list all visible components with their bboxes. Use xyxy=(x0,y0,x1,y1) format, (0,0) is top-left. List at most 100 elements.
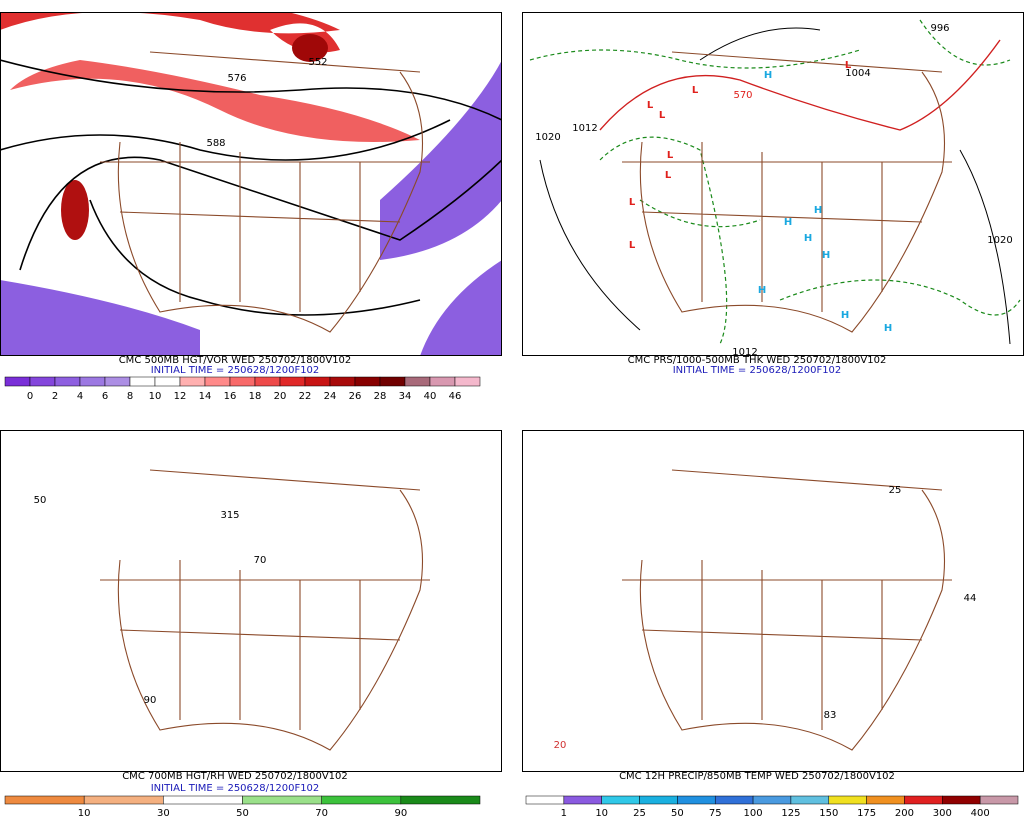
colorbar-label: 30 xyxy=(157,808,170,819)
contour-label: 1020 xyxy=(987,235,1012,246)
colorbar-swatch xyxy=(254,376,281,387)
pressure-center: L xyxy=(629,240,636,251)
caption: CMC 12H PRECIP/850MB TEMP WED 250702/180… xyxy=(619,771,895,782)
thickness-contour xyxy=(529,49,861,69)
colorbar-label: 28 xyxy=(374,391,387,402)
thickness-contour xyxy=(919,19,1011,66)
pressure-contour xyxy=(539,159,641,331)
pressure-center: L xyxy=(659,110,666,121)
contour-label: 552 xyxy=(308,57,327,68)
thickness-contour xyxy=(599,136,728,345)
contour-label: 44 xyxy=(964,593,977,604)
colorbar-label: 200 xyxy=(895,808,914,819)
thickness-contour xyxy=(779,279,1021,316)
pressure-center: H xyxy=(764,70,772,81)
pressure-center: H xyxy=(784,217,792,228)
colorbar-swatch xyxy=(29,376,56,387)
colorbar-label: 4 xyxy=(77,391,83,402)
colorbar-swatch xyxy=(429,376,456,387)
colorbar-label: 100 xyxy=(744,808,763,819)
colorbar-label: 150 xyxy=(819,808,838,819)
height-contour xyxy=(0,119,451,161)
colorbar-swatch xyxy=(179,376,206,387)
colorbar-swatch xyxy=(866,795,905,805)
caption: CMC 700MB HGT/RH WED 250702/1800V102 xyxy=(122,771,348,782)
vorticity-core xyxy=(292,34,328,62)
colorbar-swatch xyxy=(525,795,565,805)
colorbar-swatch xyxy=(790,795,830,805)
colorbar-label: 10 xyxy=(149,391,162,402)
thickness-contour xyxy=(639,199,761,228)
colorbar-label: 40 xyxy=(424,391,437,402)
colorbar-label: 0 xyxy=(27,391,33,402)
colorbar-label: 26 xyxy=(349,391,362,402)
contour-label: 588 xyxy=(206,138,225,149)
colorbar-label: 50 xyxy=(671,808,684,819)
colorbar-swatch xyxy=(354,376,381,387)
colorbar-swatch xyxy=(242,795,322,805)
map-frame xyxy=(0,12,502,356)
contour-label: 1012 xyxy=(732,347,757,358)
colorbar-label: 125 xyxy=(781,808,800,819)
colorbar-swatch xyxy=(714,795,754,805)
colorbar-label: 12 xyxy=(174,391,187,402)
contour-label: 576 xyxy=(227,73,246,84)
map xyxy=(0,12,502,356)
colorbar-swatch xyxy=(229,376,256,387)
colorbar-swatch xyxy=(129,376,156,387)
colorbar-label: 300 xyxy=(933,808,952,819)
colorbar-swatch xyxy=(400,795,481,805)
contour-label: 83 xyxy=(824,710,837,721)
pressure-center: H xyxy=(841,310,849,321)
initial-time: INITIAL TIME = 250628/1200F102 xyxy=(673,365,842,376)
map-frame xyxy=(0,430,502,772)
colorbar-swatch xyxy=(321,795,402,805)
contour-label: 25 xyxy=(889,485,902,496)
height-contour xyxy=(19,156,502,271)
colorbar-swatch xyxy=(404,376,431,387)
colorbar-label: 18 xyxy=(249,391,262,402)
boundaries xyxy=(100,51,430,333)
pressure-center: L xyxy=(845,60,852,71)
vorticity-core xyxy=(61,180,89,240)
colorbar-label: 20 xyxy=(274,391,287,402)
pressure-center: L xyxy=(647,100,654,111)
contour-label: 315 xyxy=(220,510,239,521)
colorbar-label: 400 xyxy=(971,808,990,819)
colorbar-swatch xyxy=(563,795,602,805)
colorbar-label: 175 xyxy=(857,808,876,819)
colorbar-swatch xyxy=(304,376,331,387)
pressure-center: H xyxy=(814,205,822,216)
colorbar-swatch xyxy=(601,795,640,805)
colorbar-label: 25 xyxy=(633,808,646,819)
colorbar-label: 34 xyxy=(399,391,412,402)
contour-label: 90 xyxy=(144,695,157,706)
map xyxy=(522,12,1024,356)
colorbar-label: 6 xyxy=(102,391,108,402)
colorbar-swatch xyxy=(454,376,481,387)
colorbar-swatch xyxy=(942,795,981,805)
pressure-center: L xyxy=(667,150,674,161)
thickness-contour xyxy=(599,39,1001,131)
colorbar-swatch xyxy=(752,795,792,805)
pressure-contour xyxy=(959,149,1011,345)
vorticity-area xyxy=(0,12,340,53)
pressure-center: H xyxy=(822,250,830,261)
colorbar-swatch xyxy=(4,795,85,805)
colorbar-swatch xyxy=(329,376,356,387)
colorbar-swatch xyxy=(379,376,406,387)
caption: CMC 500MB HGT/VOR WED 250702/1800V102 xyxy=(119,355,352,366)
pressure-center: H xyxy=(884,323,892,334)
initial-time: INITIAL TIME = 250628/1200F102 xyxy=(151,783,320,794)
contour-label: 1020 xyxy=(535,132,560,143)
contour-label: 50 xyxy=(34,495,47,506)
colorbar-swatch xyxy=(79,376,106,387)
colorbar-label: 50 xyxy=(236,808,249,819)
colorbar-label: 75 xyxy=(709,808,722,819)
pressure-center: H xyxy=(804,233,812,244)
map-background xyxy=(522,12,1024,356)
boundaries xyxy=(622,51,952,333)
caption: CMC PRS/1000-500MB THK WED 250702/1800V1… xyxy=(628,355,887,366)
boundaries xyxy=(100,469,430,751)
